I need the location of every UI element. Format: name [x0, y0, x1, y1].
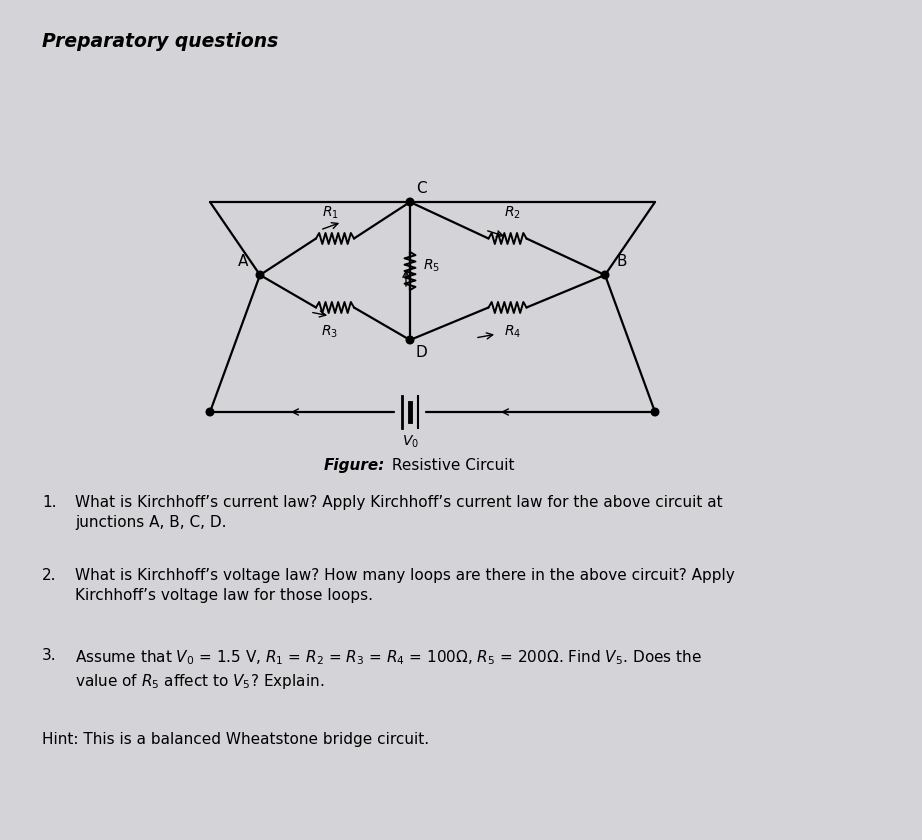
- Text: Hint: This is a balanced Wheatstone bridge circuit.: Hint: This is a balanced Wheatstone brid…: [42, 732, 429, 747]
- Text: 1.: 1.: [42, 495, 56, 510]
- Circle shape: [256, 271, 264, 279]
- Circle shape: [207, 408, 214, 416]
- Text: $R_4$: $R_4$: [504, 323, 521, 340]
- Circle shape: [651, 408, 659, 416]
- Text: Resistive Circuit: Resistive Circuit: [387, 458, 514, 473]
- Text: $R_1$: $R_1$: [322, 204, 338, 220]
- Text: B: B: [617, 254, 628, 269]
- Text: $V_0$: $V_0$: [401, 434, 419, 450]
- Text: $R_2$: $R_2$: [504, 204, 521, 220]
- Text: Assume that $V_0$ = 1.5 V, $R_1$ = $R_2$ = $R_3$ = $R_4$ = 100Ω, $R_5$ = 200Ω. F: Assume that $V_0$ = 1.5 V, $R_1$ = $R_2$…: [75, 648, 702, 691]
- Text: What is Kirchhoff’s current law? Apply Kirchhoff’s current law for the above cir: What is Kirchhoff’s current law? Apply K…: [75, 495, 723, 530]
- Text: C: C: [416, 181, 427, 196]
- Text: What is Kirchhoff’s voltage law? How many loops are there in the above circuit? : What is Kirchhoff’s voltage law? How man…: [75, 568, 735, 603]
- Text: Preparatory questions: Preparatory questions: [42, 32, 278, 51]
- Text: $R_5$: $R_5$: [423, 258, 440, 274]
- Text: Figure:: Figure:: [324, 458, 385, 473]
- Circle shape: [407, 336, 414, 344]
- Circle shape: [601, 271, 609, 279]
- Text: A: A: [238, 254, 248, 269]
- Text: $R_3$: $R_3$: [322, 323, 338, 340]
- Text: D: D: [416, 345, 428, 360]
- Text: 2.: 2.: [42, 568, 56, 583]
- Text: 3.: 3.: [42, 648, 56, 663]
- Circle shape: [407, 198, 414, 206]
